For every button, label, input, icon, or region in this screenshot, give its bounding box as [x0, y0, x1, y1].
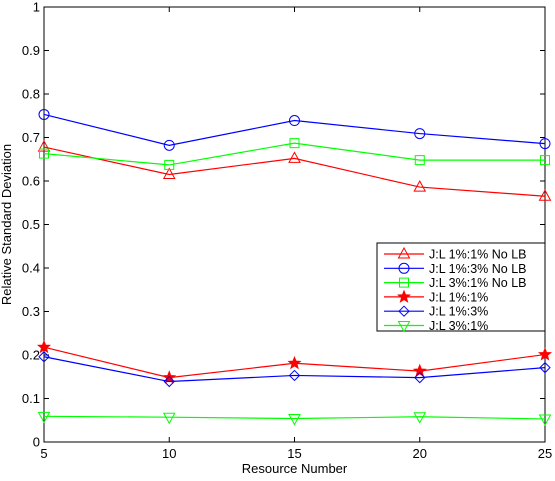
series-line — [43, 356, 546, 383]
data-point — [538, 414, 552, 426]
legend-entry: J:L 3%:1% No LB — [429, 276, 527, 290]
data-point — [287, 355, 302, 370]
data-point — [537, 347, 553, 361]
y-tick-label: 0 — [33, 435, 40, 450]
data-point — [36, 339, 52, 354]
x-tick-label: 25 — [538, 446, 552, 461]
y-tick-label: 0.9 — [22, 43, 40, 58]
y-tick-label: 0.1 — [22, 391, 40, 406]
legend-marker — [396, 289, 412, 303]
x-tick-label: 5 — [40, 446, 47, 461]
legend-entry: J:L 1%:3% No LB — [429, 262, 527, 276]
legend-marker — [397, 321, 411, 333]
series-line — [43, 113, 546, 146]
series-line — [43, 415, 546, 420]
legend: J:L 1%:1% No LBJ:L 1%:3% No LBJ:L 3%:1% … — [376, 242, 546, 333]
legend-marker — [398, 262, 410, 274]
x-axis-label: Resource Number — [242, 461, 348, 476]
series — [37, 411, 552, 426]
x-tick-label: 15 — [287, 446, 301, 461]
data-point — [39, 148, 49, 159]
data-point — [37, 411, 51, 424]
y-tick-label: 0.8 — [22, 87, 40, 102]
series — [38, 351, 551, 388]
legend-marker — [398, 305, 410, 317]
data-point — [288, 151, 301, 163]
y-tick-label: 0.2 — [22, 348, 40, 363]
data-point — [289, 138, 300, 149]
legend-entry: J:L 1%:1% No LB — [429, 248, 527, 262]
legend-entry: J:L 3%:1% — [429, 319, 488, 333]
legend-marker — [397, 246, 411, 259]
data-point — [38, 108, 50, 120]
legend-entry: J:L 1%:3% — [429, 305, 488, 319]
series — [38, 108, 551, 151]
data-point — [413, 180, 427, 192]
data-point — [414, 371, 426, 384]
data-point — [538, 189, 552, 201]
data-point — [289, 115, 300, 127]
data-point — [414, 128, 426, 140]
x-tick-label: 10 — [162, 446, 176, 461]
y-axis-label: Relative Standard Deviation — [0, 144, 14, 305]
data-point — [163, 139, 175, 151]
y-tick-label: 0.5 — [22, 217, 40, 232]
series — [37, 140, 552, 201]
data-point — [163, 375, 175, 388]
series — [36, 339, 553, 384]
y-tick-label: 1 — [33, 0, 40, 15]
plot-area — [43, 6, 546, 443]
data-point — [539, 138, 551, 150]
data-point — [413, 412, 427, 424]
series-line — [43, 142, 545, 166]
legend-entry: J:L 1%:1% — [429, 290, 488, 304]
data-point — [162, 412, 176, 425]
data-point — [288, 414, 301, 426]
y-tick-label: 0.7 — [22, 130, 40, 145]
series — [39, 138, 550, 170]
y-tick-label: 0.3 — [22, 304, 40, 319]
data-point — [539, 361, 551, 374]
legend-marker — [399, 277, 409, 288]
data-point — [162, 167, 176, 179]
y-tick-label: 0.4 — [22, 261, 40, 276]
x-tick-label: 20 — [413, 446, 427, 461]
y-tick-label: 0.6 — [22, 174, 40, 189]
data-point — [412, 363, 427, 378]
series-line — [43, 146, 546, 197]
data-point — [37, 140, 51, 152]
data-point — [164, 159, 175, 170]
data-point — [288, 369, 301, 382]
data-point — [540, 155, 550, 166]
data-point — [38, 351, 50, 363]
data-point — [414, 155, 425, 166]
